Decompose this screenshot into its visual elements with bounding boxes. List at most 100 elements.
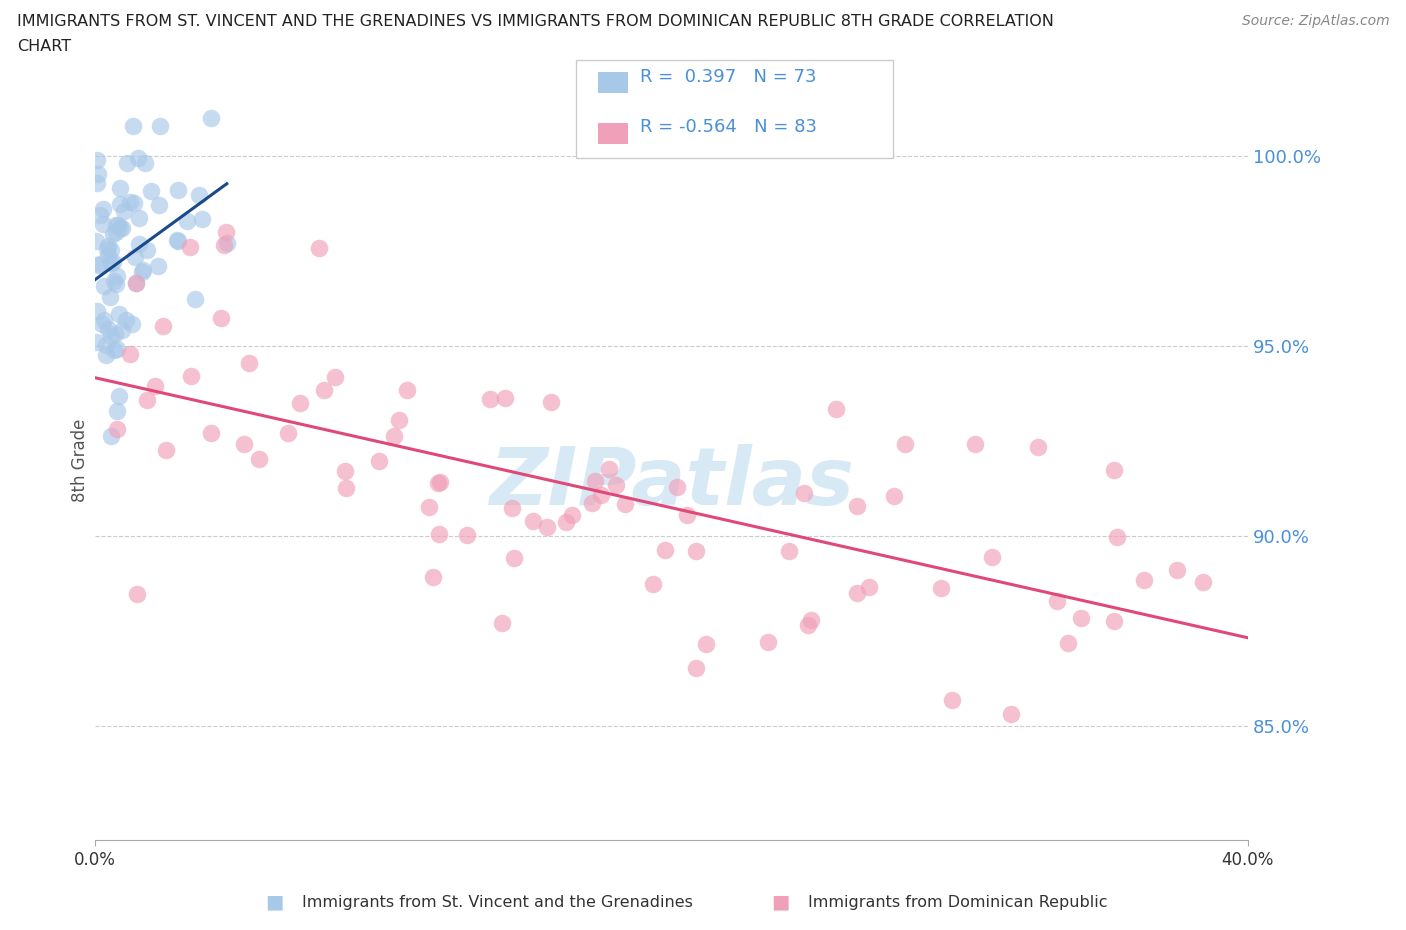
Point [191,212,214,227]
Text: R =  0.397   N = 73: R = 0.397 N = 73 [640,68,817,86]
Point [238,355,260,370]
Point [84,233,107,248]
Point [491,616,513,631]
Point [200,111,222,126]
Point [825,402,848,417]
Point [479,392,502,406]
Point [110,220,132,235]
Text: R = -0.564   N = 83: R = -0.564 N = 83 [640,118,817,137]
Point [86,153,108,167]
Point [94,347,117,362]
Point [426,475,449,490]
Point [100,256,122,271]
Point [166,232,188,247]
Point [104,277,127,292]
Point [233,436,256,451]
Point [685,660,707,675]
Point [779,543,801,558]
Point [589,488,612,503]
Point [128,236,150,251]
Point [124,275,146,290]
Point [846,498,869,513]
Point [146,259,169,274]
Point [1102,462,1125,477]
Point [121,317,143,332]
Point [86,304,108,319]
Point [685,544,707,559]
Point [1102,613,1125,628]
Point [167,182,190,197]
Point [135,392,157,407]
Point [522,513,544,528]
Point [613,497,636,512]
Point [941,692,963,707]
Point [125,275,148,290]
Point [581,495,603,510]
Point [100,428,122,443]
Point [583,473,606,488]
Point [382,429,405,444]
Point [1133,573,1156,588]
Text: ■: ■ [264,893,284,911]
Point [503,551,526,565]
Point [112,204,135,219]
Point [312,382,335,397]
Text: IMMIGRANTS FROM ST. VINCENT AND THE GRENADINES VS IMMIGRANTS FROM DOMINICAN REPU: IMMIGRANTS FROM ST. VINCENT AND THE GREN… [17,14,1053,29]
Point [105,404,128,418]
Point [335,481,357,496]
Point [554,514,576,529]
Point [94,338,117,352]
Point [501,500,523,515]
Point [858,579,880,594]
Point [756,634,779,649]
Point [97,321,120,336]
Point [155,443,177,458]
Point [91,201,114,216]
Point [89,207,111,222]
Point [367,454,389,469]
Point [536,520,558,535]
Point [139,183,162,198]
Point [152,319,174,334]
Point [422,570,444,585]
Point [200,426,222,441]
Point [1046,594,1069,609]
Text: CHART: CHART [17,39,70,54]
Point [1026,440,1049,455]
Point [132,262,155,277]
Point [105,269,128,284]
Point [1166,563,1188,578]
Point [845,586,868,601]
Point [110,181,132,196]
Point [97,238,120,253]
Point [665,480,688,495]
Text: Source: ZipAtlas.com: Source: ZipAtlas.com [1241,14,1389,28]
Point [695,636,717,651]
Point [965,437,987,452]
Point [103,227,125,242]
Point [598,461,620,476]
Point [110,196,132,211]
Point [93,279,115,294]
Point [89,257,111,272]
Point [134,155,156,170]
Point [105,224,128,239]
Point [104,217,127,232]
Point [176,214,198,229]
Point [100,329,122,344]
Point [290,395,312,410]
Point [105,421,128,436]
Point [103,255,125,270]
Point [1107,530,1129,545]
Point [115,155,138,170]
Point [800,613,823,628]
Point [93,312,115,327]
Point [1056,635,1078,650]
Point [105,341,128,356]
Point [111,220,134,235]
Text: Immigrants from Dominican Republic: Immigrants from Dominican Republic [808,895,1108,910]
Point [98,289,121,304]
Point [929,580,952,595]
Point [127,150,149,165]
Point [107,218,129,232]
